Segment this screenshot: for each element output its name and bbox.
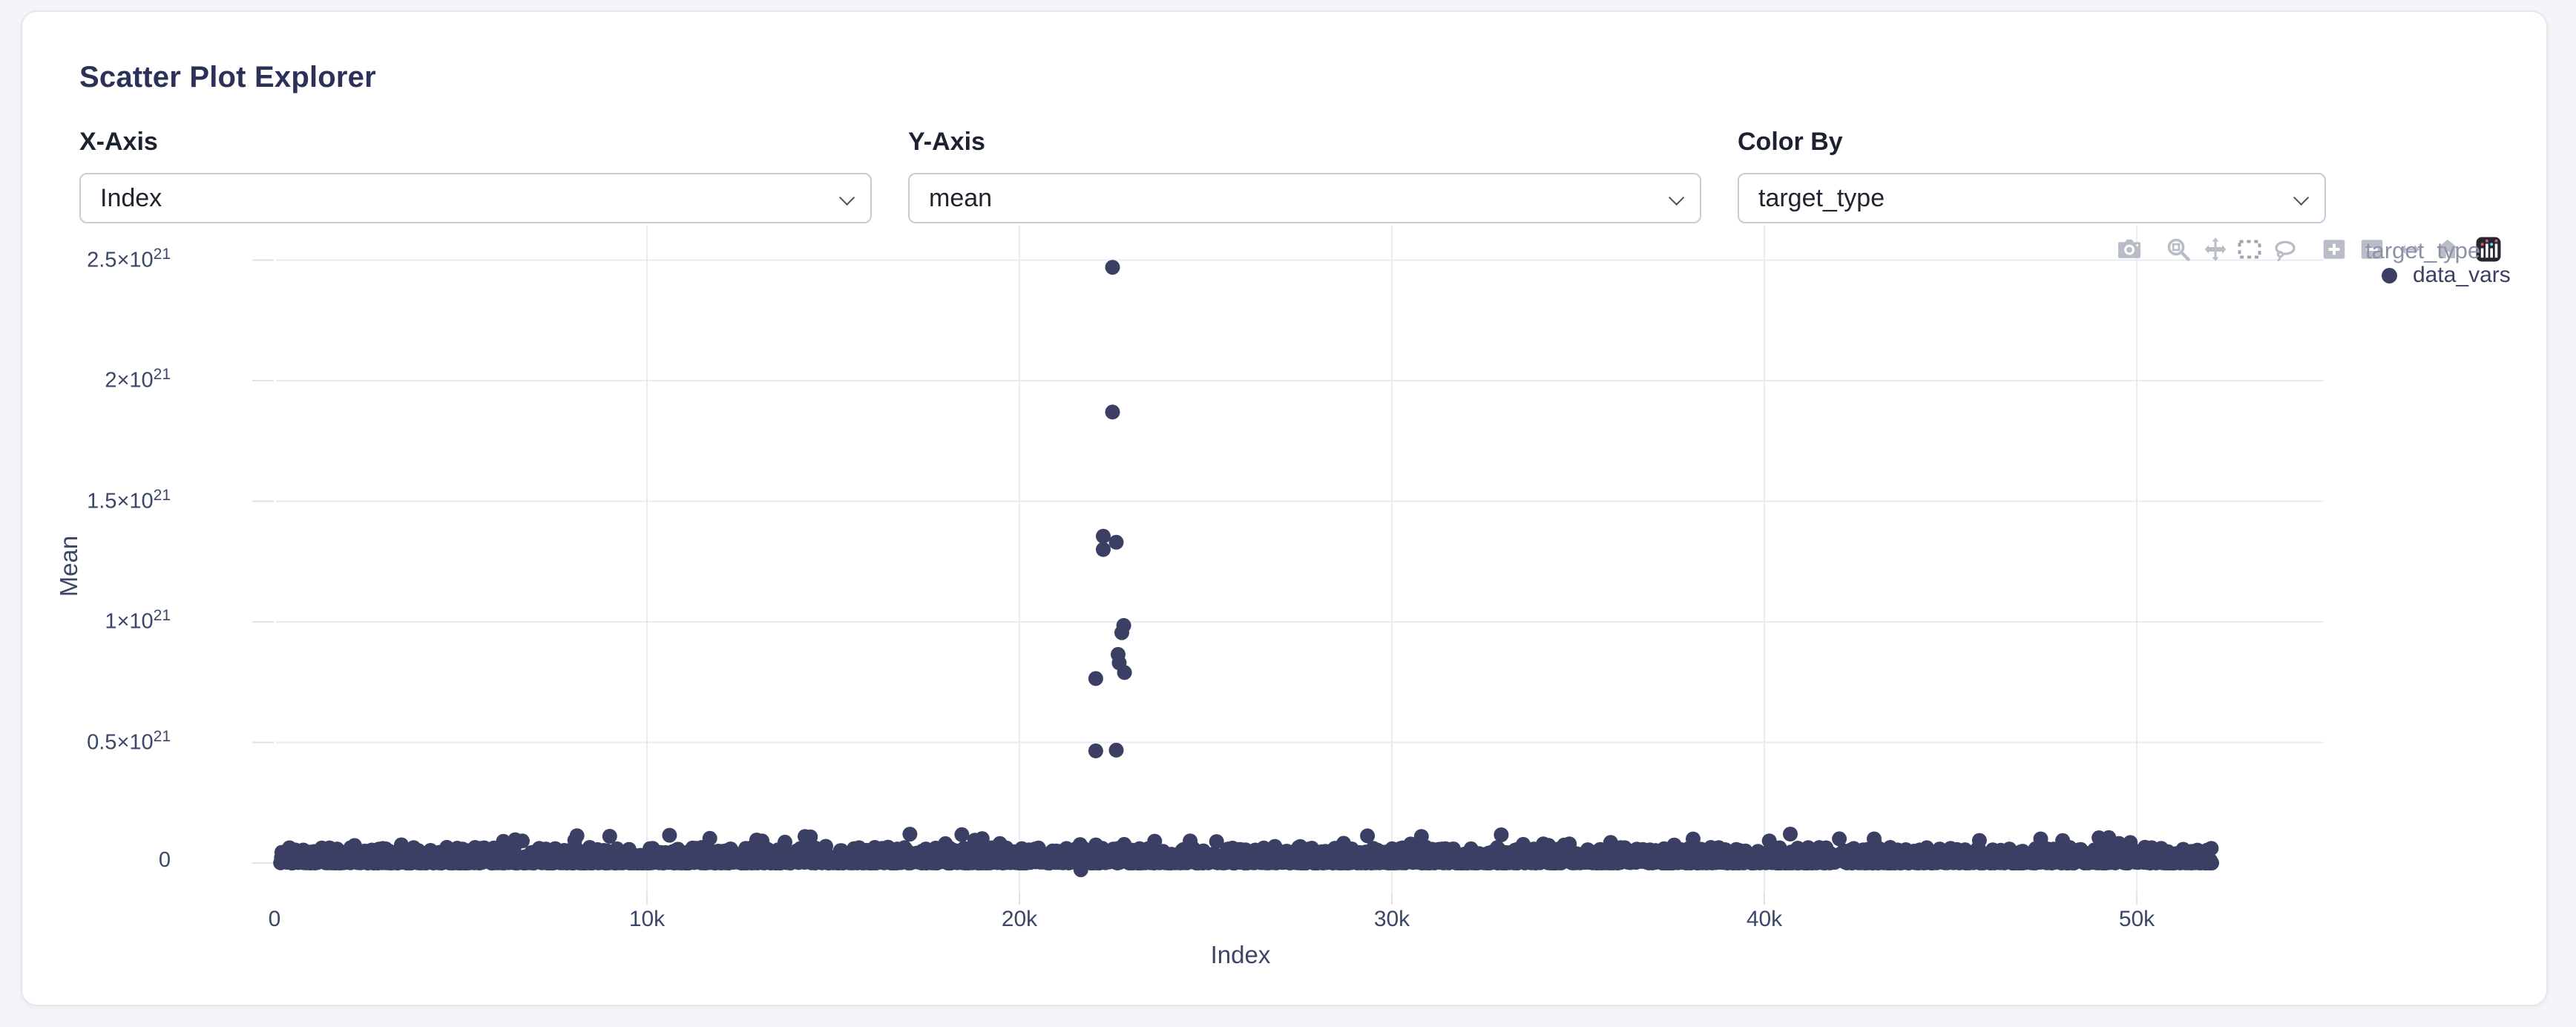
reset-axes-button[interactable] [2434,236,2465,264]
zoom-in-icon [2323,240,2345,259]
autoscale-button[interactable] [2396,236,2428,264]
plotly-logo-button[interactable] [2475,236,2506,264]
x-axis-select[interactable]: Index [79,173,872,223]
lasso-select-button[interactable] [2272,236,2303,264]
home-icon [2437,239,2459,258]
page-title: Scatter Plot Explorer [79,61,376,93]
zoom-out-icon [2361,240,2383,259]
scatter-point [1105,404,1120,420]
scatter-outlier-points[interactable] [1073,260,1132,878]
gridlines [252,226,2324,905]
scatter-point [1108,534,1124,550]
control-y-axis: Y-Axis mean [908,128,1701,223]
y-axis-control-label: Y-Axis [908,128,985,156]
scatter-point [1073,862,1088,878]
scatter-point [1096,542,1111,557]
scatter-point [1096,528,1111,544]
plotly-logo-icon [2476,237,2501,262]
box-select-button[interactable] [2236,236,2267,264]
zoom-in-button[interactable] [2321,236,2352,264]
box-select-icon [2238,240,2261,259]
magnifier-zoom-icon [2167,238,2190,261]
y-axis-select-value: mean [929,183,993,212]
pan-arrows-icon [2204,237,2227,261]
scatter-point [1108,742,1124,758]
scatter-point [1088,671,1103,686]
scatter-point [1117,665,1132,680]
camera-icon [2118,239,2140,258]
legend-item-label: data_vars [2413,263,2511,287]
scatter-band-points[interactable] [273,827,2219,870]
zoom-mode-button[interactable] [2165,236,2196,264]
scatter-point [1114,625,1129,640]
control-x-axis: X-Axis Index [79,128,872,223]
x-axis-control-label: X-Axis [79,128,158,156]
zoom-out-button[interactable] [2359,236,2390,264]
color-by-control-label: Color By [1738,128,1843,156]
autoscale-icon [2399,245,2420,254]
legend-item-data-vars[interactable]: data_vars [2382,263,2511,288]
color-by-select[interactable]: target_type [1738,173,2326,223]
legend-marker-dot [2382,267,2397,283]
x-axis-select-value: Index [100,183,162,212]
scatter-point [1105,260,1120,275]
y-axis-select[interactable]: mean [908,173,1701,223]
control-color-by: Color By target_type [1738,128,2326,223]
lasso-select-icon [2275,240,2296,261]
color-by-select-value: target_type [1758,183,1885,212]
pan-mode-button[interactable] [2202,236,2233,264]
dashboard-card: Scatter Plot Explorer X-Axis Index Y-Axi… [21,10,2548,1006]
scatter-point [1088,743,1103,758]
download-plot-button[interactable] [2116,236,2147,264]
